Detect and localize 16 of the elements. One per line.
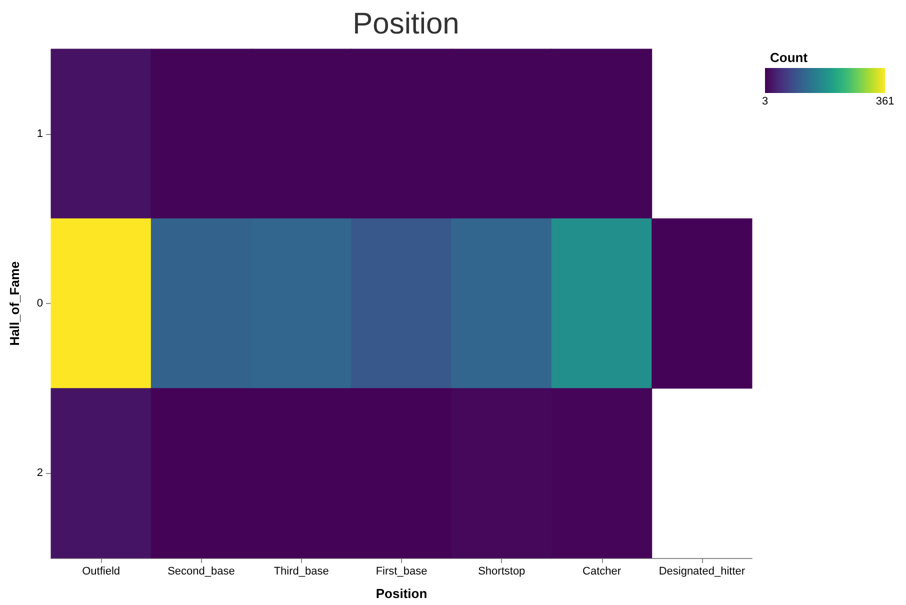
x-tick-label: Outfield [82, 566, 120, 578]
color-bar-label: 361 [876, 96, 894, 108]
color-bar-title: Count [770, 50, 808, 65]
x-axis-title: Position [376, 586, 428, 601]
y-tick-label: 1 [36, 128, 43, 140]
y-tick-label: 0 [36, 298, 43, 310]
y-axis-title: Hall_of_Fame [7, 261, 22, 346]
x-tick-label: Shortstop [478, 566, 526, 578]
x-tick-label: Catcher [582, 566, 622, 578]
x-tick-label: Designated_hitter [658, 566, 746, 578]
x-tick-label: Second_base [168, 566, 235, 578]
chart-title: Position [352, 8, 460, 40]
y-tick-label: 2 [36, 467, 43, 480]
x-tick-label: Third_base [274, 566, 329, 578]
color-bar-label: 3 [762, 96, 768, 108]
x-tick-label: First_base [376, 566, 428, 578]
